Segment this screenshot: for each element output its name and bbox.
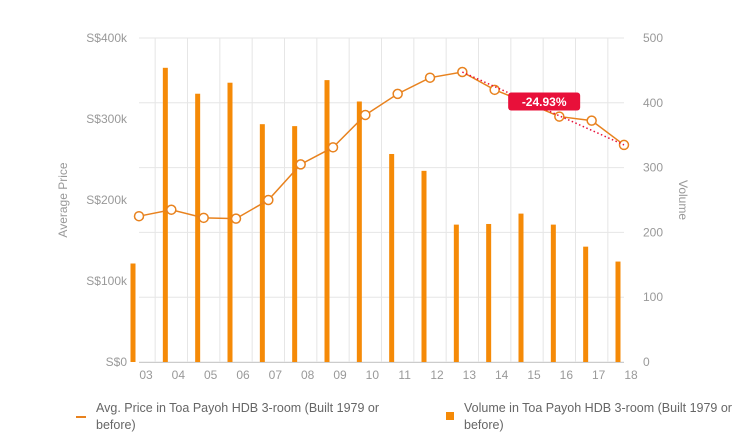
x-tick-label: 11 (398, 368, 411, 382)
price-point (166, 204, 177, 215)
volume-bar (356, 101, 362, 362)
y-right-tick-label: 500 (643, 31, 663, 45)
x-tick-label: 14 (495, 368, 509, 382)
y-left-axis-label: Average Price (56, 162, 70, 237)
x-tick-label: 07 (269, 368, 283, 382)
volume-bar (259, 124, 265, 363)
price-point (554, 111, 565, 122)
x-tick-label: 06 (236, 368, 250, 382)
y-right-tick-label: 400 (643, 96, 663, 110)
y-left-tick-label: S$0 (106, 355, 128, 369)
price-point (489, 84, 500, 96)
volume-bar (162, 67, 168, 363)
y-right-axis-label: Volume (676, 180, 690, 220)
change-annotation: -24.93% (462, 71, 625, 146)
volume-bars (130, 67, 621, 363)
price-point (586, 115, 597, 126)
volume-bar (486, 223, 492, 362)
volume-bar (227, 82, 233, 362)
y-left-tick-label: S$300k (86, 112, 128, 126)
y-left-tick-label: S$200k (86, 193, 128, 207)
price-point (327, 142, 339, 153)
x-tick-label: 15 (527, 368, 541, 382)
y-left-tick-label: S$100k (86, 274, 128, 288)
legend-label-price: Avg. Price in Toa Payoh HDB 3-room (Buil… (96, 401, 380, 432)
price-point (295, 159, 306, 170)
x-tick-label: 05 (204, 368, 218, 382)
legend-label-volume: Volume in Toa Payoh HDB 3-room (Built 19… (464, 401, 732, 432)
x-tick-label: 16 (560, 368, 574, 382)
volume-bar (453, 224, 459, 362)
price-point (198, 212, 209, 224)
x-tick-label: 12 (430, 368, 444, 382)
volume-bar (583, 246, 589, 362)
change-annotation-label: -24.93% (522, 95, 567, 109)
y-axis-left: S$0 S$100k S$200k S$300k S$400k Average Price (56, 31, 128, 369)
x-tick-label: 13 (463, 368, 477, 382)
legend-bar-swatch (446, 412, 454, 420)
volume-bar (324, 80, 330, 363)
x-tick-label: 04 (172, 368, 186, 382)
y-right-tick-label: 100 (643, 290, 663, 304)
volume-bar (389, 153, 395, 362)
price-point (133, 210, 145, 222)
x-tick-label: 17 (592, 368, 606, 382)
volume-bar (615, 261, 621, 362)
y-right-tick-label: 300 (643, 161, 663, 175)
x-tick-label: 18 (624, 368, 638, 382)
price-point (360, 109, 371, 121)
volume-bar (130, 263, 136, 362)
price-point (392, 88, 403, 100)
x-tick-label: 03 (139, 368, 153, 382)
price-point (263, 194, 274, 206)
x-axis: 03 04 05 06 07 08 09 10 11 12 13 14 15 16 17 18 (139, 362, 638, 382)
x-tick-label: 08 (301, 368, 315, 382)
y-right-tick-label: 200 (643, 225, 663, 239)
volume-bar (195, 93, 201, 362)
price-point (424, 72, 436, 83)
x-tick-label: 10 (366, 368, 380, 382)
price-point (230, 213, 242, 224)
volume-bar (550, 224, 556, 362)
x-tick-label: 09 (333, 368, 347, 382)
grid-lines (139, 37, 624, 363)
y-right-tick-label: 0 (643, 355, 650, 369)
y-left-tick-label: S$400k (86, 31, 128, 45)
change-annotation-badge (508, 92, 581, 111)
legend-line-swatch (76, 416, 86, 418)
volume-bar (421, 170, 427, 362)
volume-bar (518, 213, 524, 362)
y-axis-right: 0 100 200 300 400 500 Volume (643, 31, 690, 369)
volume-bar (292, 126, 298, 363)
